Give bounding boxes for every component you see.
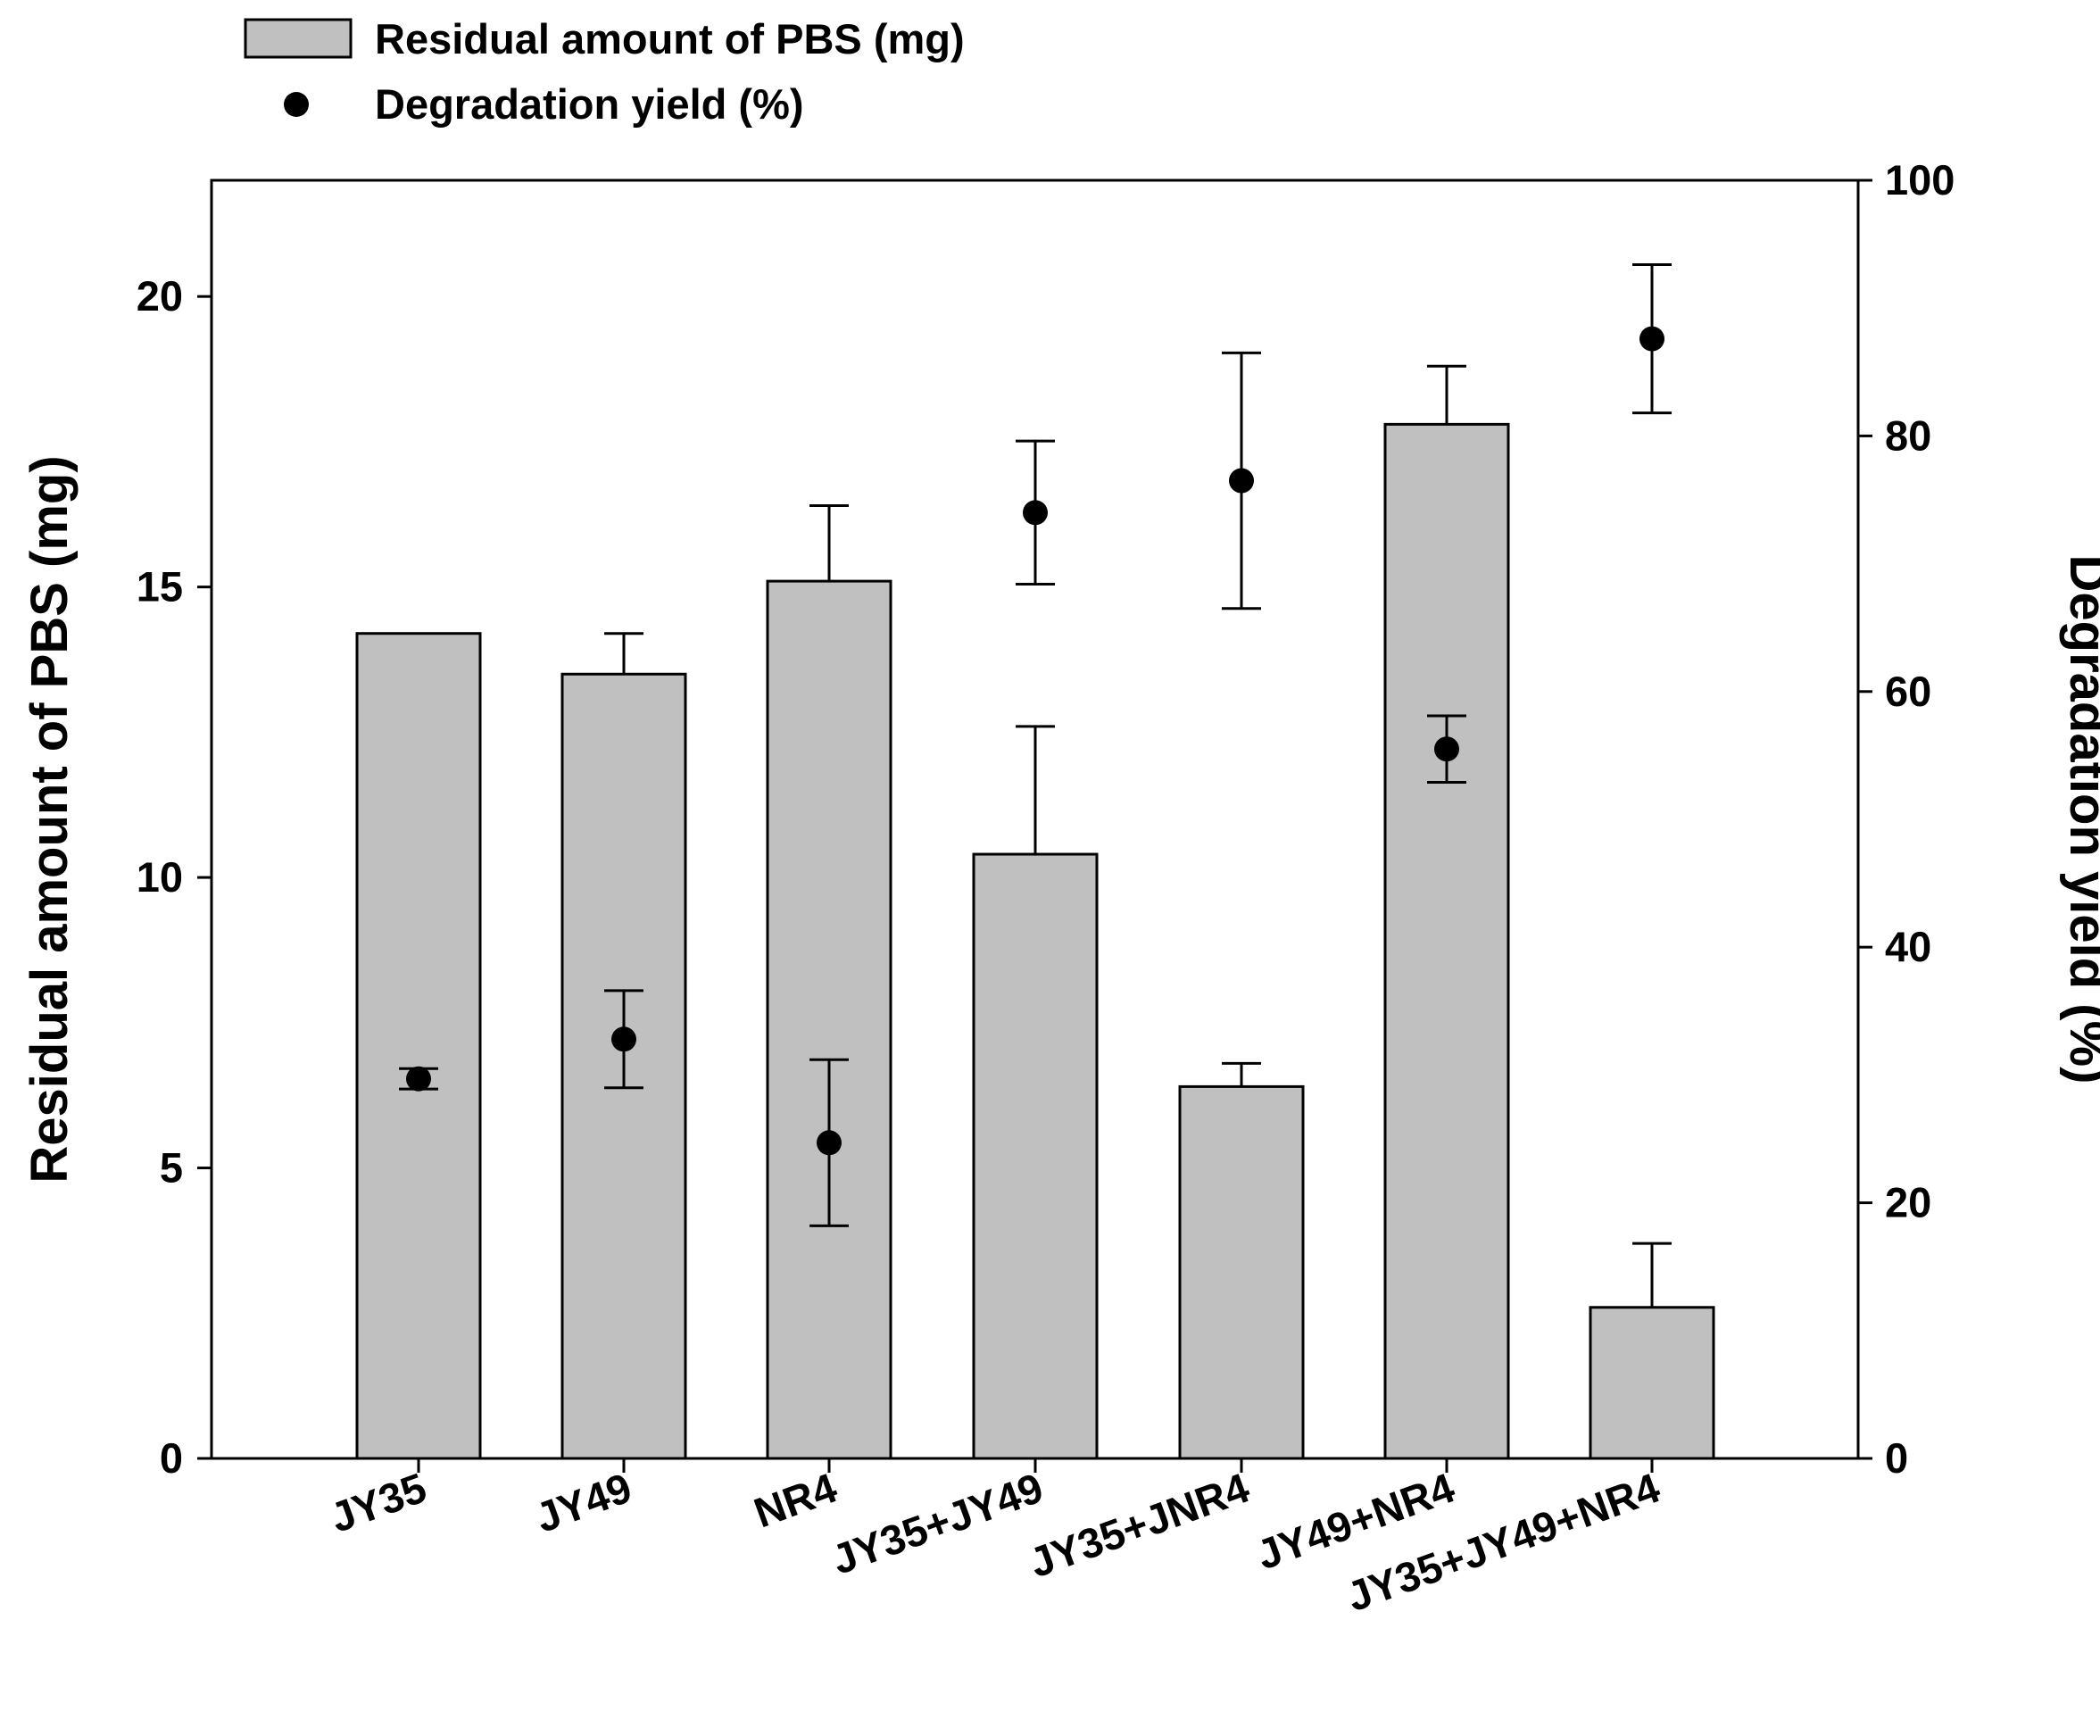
data-point [1434, 736, 1459, 762]
y-tick-label-left: 20 [137, 272, 183, 320]
x-tick-label: NR4 [748, 1464, 842, 1537]
x-tick-label: JY49 [529, 1464, 637, 1541]
x-tick-label: JY35 [324, 1464, 432, 1541]
bar [1383, 422, 1510, 1460]
legend: Residual amount of PBS (mg) Degradation … [244, 15, 965, 128]
y-tick-label-right: 100 [1885, 156, 1955, 204]
legend-bar-swatch [244, 18, 353, 59]
bar [355, 632, 482, 1460]
y-tick-label-left: 10 [137, 853, 183, 901]
bar [766, 579, 892, 1460]
dots-layer [399, 263, 1672, 1227]
y-tick-label-right: 60 [1885, 668, 1931, 715]
y-tick-label-right: 20 [1885, 1179, 1931, 1226]
data-point [1023, 500, 1048, 526]
legend-dot-swatch [284, 92, 309, 117]
y-axis-title-left: Residual amount of PBS (mg) [21, 455, 79, 1183]
y-tick-label-left: 15 [137, 563, 183, 611]
y-tick-label-right: 40 [1885, 923, 1931, 970]
bar [972, 852, 1099, 1460]
data-point [817, 1130, 842, 1156]
y-tick-label-left: 0 [160, 1434, 183, 1482]
legend-label-residual: Residual amount of PBS (mg) [375, 15, 965, 62]
data-point [1229, 468, 1254, 494]
y-tick-label-right: 0 [1885, 1434, 1908, 1482]
legend-label-degradation: Degradation yield (%) [375, 80, 804, 128]
y-axis-title-right: Degradation yield (%) [2059, 555, 2100, 1084]
data-point [611, 1026, 636, 1052]
bar [1178, 1084, 1305, 1460]
x-tick-label: JY35+JNR4 [1023, 1464, 1255, 1587]
data-point [1639, 326, 1664, 352]
y-tick-label-right: 80 [1885, 411, 1931, 459]
bar [1589, 1306, 1715, 1460]
y-tick-label-left: 5 [160, 1144, 183, 1192]
data-point [406, 1066, 431, 1092]
x-tick-label: JY35+JY49 [826, 1464, 1049, 1583]
bar-errors-layer [604, 364, 1672, 1308]
